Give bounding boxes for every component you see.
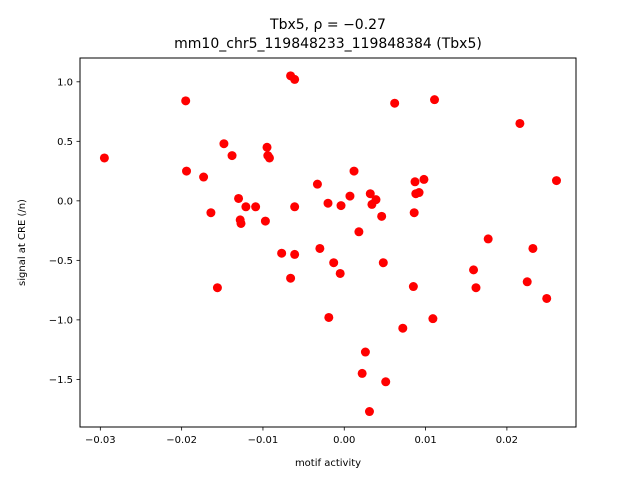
data-point	[312, 179, 322, 189]
data-point	[357, 368, 367, 378]
data-point	[345, 191, 355, 201]
data-point	[414, 188, 424, 198]
data-point	[219, 139, 229, 149]
data-point	[251, 202, 261, 212]
y-tick-label: −0.5	[49, 256, 73, 267]
data-point	[365, 189, 375, 199]
x-axis-ticks: −0.03 −0.02 −0.01 0.00 0.01 0.02	[85, 427, 518, 446]
data-point	[364, 407, 374, 417]
data-point	[408, 282, 418, 292]
data-point	[515, 118, 525, 128]
x-tick-label: −0.01	[248, 435, 279, 446]
data-point	[419, 174, 429, 184]
data-point	[378, 258, 388, 268]
data-point	[430, 95, 440, 105]
data-point	[377, 211, 387, 221]
y-axis-label: signal at CRE (/n)	[17, 199, 28, 286]
data-point	[199, 172, 209, 182]
data-point	[551, 176, 561, 186]
data-point	[349, 166, 359, 176]
y-tick-label: 0.0	[57, 196, 73, 207]
y-tick-label: 1.0	[57, 77, 73, 88]
data-point	[390, 98, 400, 108]
data-point	[483, 234, 493, 244]
y-tick-label: −1.0	[49, 315, 73, 326]
data-point	[323, 198, 333, 208]
data-point	[354, 227, 364, 237]
x-tick-label: 0.00	[333, 435, 355, 446]
data-point	[236, 218, 246, 228]
data-point	[241, 202, 251, 212]
data-point	[324, 312, 334, 322]
data-point	[99, 153, 109, 163]
data-point	[290, 74, 300, 84]
scatter-points	[99, 71, 561, 417]
data-point	[315, 243, 325, 253]
data-point	[398, 323, 408, 333]
data-point	[469, 265, 479, 275]
x-tick-label: 0.01	[414, 435, 436, 446]
data-point	[182, 166, 192, 176]
data-point	[234, 193, 244, 203]
x-tick-label: −0.03	[85, 435, 116, 446]
data-point	[409, 208, 419, 218]
data-point	[181, 96, 191, 106]
data-point	[206, 208, 216, 218]
y-tick-label: −1.5	[49, 375, 73, 386]
data-point	[260, 216, 270, 226]
data-point	[336, 201, 346, 211]
plot-frame	[79, 57, 577, 428]
chart-title-line1: Tbx5, ρ = −0.27	[269, 17, 386, 33]
x-axis-label: motif activity	[295, 458, 361, 469]
data-point	[286, 273, 296, 283]
data-point	[290, 249, 300, 259]
data-point	[262, 142, 272, 152]
data-point	[277, 248, 287, 258]
data-point	[290, 202, 300, 212]
data-point	[381, 377, 391, 387]
x-tick-label: −0.02	[166, 435, 197, 446]
data-point	[542, 293, 552, 303]
data-point	[522, 277, 532, 287]
data-point	[371, 195, 381, 205]
data-point	[528, 243, 538, 253]
data-point	[428, 314, 438, 324]
data-point	[227, 151, 237, 161]
x-tick-label: 0.02	[496, 435, 518, 446]
data-point	[329, 258, 339, 268]
data-point	[360, 347, 370, 357]
data-point	[471, 283, 481, 293]
y-tick-label: 0.5	[57, 137, 73, 148]
data-point	[335, 268, 345, 278]
data-point	[212, 283, 222, 293]
chart-title-line2: mm10_chr5_119848233_119848384 (Tbx5)	[174, 36, 482, 52]
data-point	[264, 153, 274, 163]
data-point	[410, 177, 420, 187]
y-axis-ticks: −1.5 −1.0 −0.5 0.0 0.5 1.0	[49, 77, 80, 386]
